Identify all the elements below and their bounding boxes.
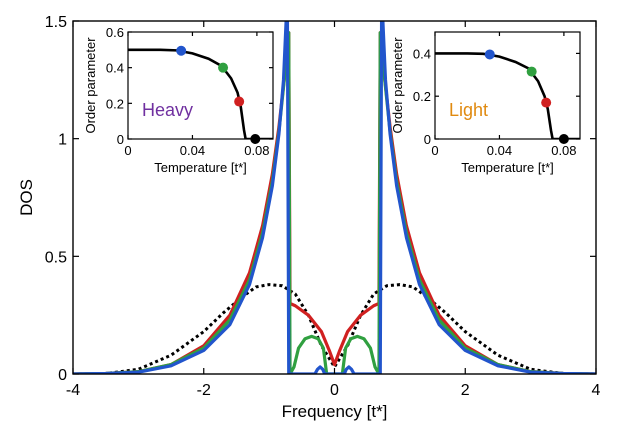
- main-plot: -4 -2 0 2 4 0 0.5 1 1.5 Frequency [t*] DOS: [17, 14, 601, 421]
- x-axis-label: Temperature [t*]: [461, 160, 554, 175]
- inset-heavy-annotation: Heavy: [142, 100, 193, 120]
- inset-light: 0 0.04 0.08 0 0.2 0.4 Temperature [t*] Order pa…: [390, 31, 581, 175]
- inset-heavy-marker-0: [176, 45, 187, 56]
- inset-heavy: 0 0.04 0.08 0 0.2 0.4 0.6 Temperature [t*] Order…: [83, 25, 274, 175]
- x-tick-label: -4: [66, 382, 80, 399]
- y-tick-label: 0: [424, 132, 431, 147]
- x-tick-label: 4: [592, 382, 601, 399]
- inset-light-marker-1: [526, 66, 537, 77]
- y-tick-label: 0.2: [106, 96, 124, 111]
- y-tick-label: 0.2: [413, 89, 431, 104]
- x-axis-label: Frequency [t*]: [282, 402, 388, 421]
- y-axis-label: Order parameter: [83, 37, 98, 134]
- y-tick-label: 0: [58, 367, 67, 384]
- inset-heavy-background: [128, 32, 273, 139]
- inset-light-marker-2: [541, 97, 552, 108]
- y-tick-label: 0.6: [106, 25, 124, 40]
- dos-series-3: [73, 21, 596, 374]
- y-tick-label: 0: [117, 132, 124, 147]
- dos-series-1: [73, 31, 596, 374]
- x-tick-label: 0.04: [180, 143, 205, 158]
- y-tick-label: 0.5: [45, 249, 67, 266]
- x-tick-label: 0.08: [551, 143, 576, 158]
- inset-light-frame: [434, 31, 581, 140]
- inset-heavy-marker-1: [218, 62, 229, 73]
- x-tick-label: 0: [124, 143, 131, 158]
- dos-curves: [73, 21, 596, 374]
- x-tick-label: -2: [197, 382, 211, 399]
- inset-heavy-marker-2: [234, 96, 245, 107]
- inset-light-marker-0: [484, 49, 495, 60]
- y-tick-label: 1.5: [45, 14, 67, 31]
- x-tick-label: 0: [431, 143, 438, 158]
- inset-light-background: [435, 32, 580, 139]
- y-tick-label: 0.4: [106, 61, 124, 76]
- x-tick-label: 2: [461, 382, 470, 399]
- y-axis-label: Order parameter: [390, 37, 405, 134]
- main-plot-frame: [72, 20, 597, 375]
- y-tick-label: 0.4: [413, 46, 431, 61]
- inset-heavy-frame: [127, 31, 274, 140]
- dos-series-0: [73, 283, 596, 374]
- x-tick-label: 0.04: [487, 143, 512, 158]
- x-tick-label: 0.08: [244, 143, 269, 158]
- y-axis-label: DOS: [17, 179, 36, 216]
- y-tick-label: 1: [58, 132, 67, 149]
- inset-light-annotation: Light: [449, 100, 488, 120]
- x-tick-label: 0: [330, 382, 339, 399]
- x-axis-label: Temperature [t*]: [154, 160, 247, 175]
